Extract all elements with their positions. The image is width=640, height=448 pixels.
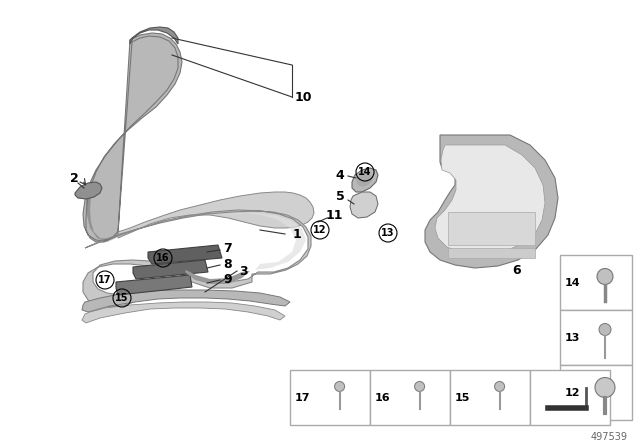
Polygon shape bbox=[75, 182, 102, 199]
Bar bbox=[450, 370, 530, 425]
Circle shape bbox=[335, 382, 344, 392]
Text: 497539: 497539 bbox=[591, 432, 628, 442]
Text: 8: 8 bbox=[224, 258, 232, 271]
Polygon shape bbox=[352, 168, 378, 192]
Polygon shape bbox=[220, 213, 306, 270]
Polygon shape bbox=[435, 145, 545, 255]
Bar bbox=[370, 370, 450, 425]
Text: 1: 1 bbox=[292, 228, 301, 241]
Polygon shape bbox=[448, 248, 535, 258]
Text: 14: 14 bbox=[358, 167, 372, 177]
Circle shape bbox=[415, 382, 424, 392]
Text: 4: 4 bbox=[335, 168, 344, 181]
Text: 17: 17 bbox=[99, 275, 112, 285]
Circle shape bbox=[595, 378, 615, 397]
Polygon shape bbox=[185, 270, 250, 284]
Polygon shape bbox=[425, 135, 558, 268]
Circle shape bbox=[599, 323, 611, 336]
Bar bbox=[560, 310, 632, 365]
Polygon shape bbox=[350, 192, 378, 218]
Text: 15: 15 bbox=[115, 293, 129, 303]
Polygon shape bbox=[118, 192, 314, 238]
Circle shape bbox=[597, 268, 613, 284]
Text: 13: 13 bbox=[381, 228, 395, 238]
Polygon shape bbox=[82, 302, 285, 323]
Polygon shape bbox=[448, 212, 535, 245]
Circle shape bbox=[495, 382, 504, 392]
Text: 16: 16 bbox=[156, 253, 170, 263]
Text: 3: 3 bbox=[239, 264, 247, 277]
Polygon shape bbox=[356, 173, 372, 187]
Text: 12: 12 bbox=[313, 225, 327, 235]
Polygon shape bbox=[148, 245, 222, 264]
Text: 15: 15 bbox=[455, 392, 470, 402]
Polygon shape bbox=[116, 275, 192, 295]
Text: 5: 5 bbox=[335, 190, 344, 202]
Bar bbox=[290, 370, 370, 425]
Text: 9: 9 bbox=[224, 272, 232, 285]
Bar bbox=[530, 370, 610, 425]
Polygon shape bbox=[83, 33, 182, 242]
Polygon shape bbox=[130, 27, 178, 44]
Text: 16: 16 bbox=[375, 392, 390, 402]
Bar bbox=[560, 255, 632, 310]
Text: 12: 12 bbox=[565, 388, 580, 397]
Text: 7: 7 bbox=[223, 241, 232, 254]
Text: 2: 2 bbox=[70, 172, 78, 185]
Bar bbox=[560, 365, 632, 420]
Text: 13: 13 bbox=[565, 332, 580, 343]
Polygon shape bbox=[82, 290, 290, 312]
Polygon shape bbox=[83, 210, 311, 307]
Text: 14: 14 bbox=[565, 277, 580, 288]
Text: 10: 10 bbox=[295, 90, 312, 103]
Text: 6: 6 bbox=[513, 263, 522, 276]
Text: 11: 11 bbox=[325, 208, 343, 221]
Text: 17: 17 bbox=[295, 392, 310, 402]
Polygon shape bbox=[133, 260, 208, 279]
Polygon shape bbox=[86, 184, 120, 242]
